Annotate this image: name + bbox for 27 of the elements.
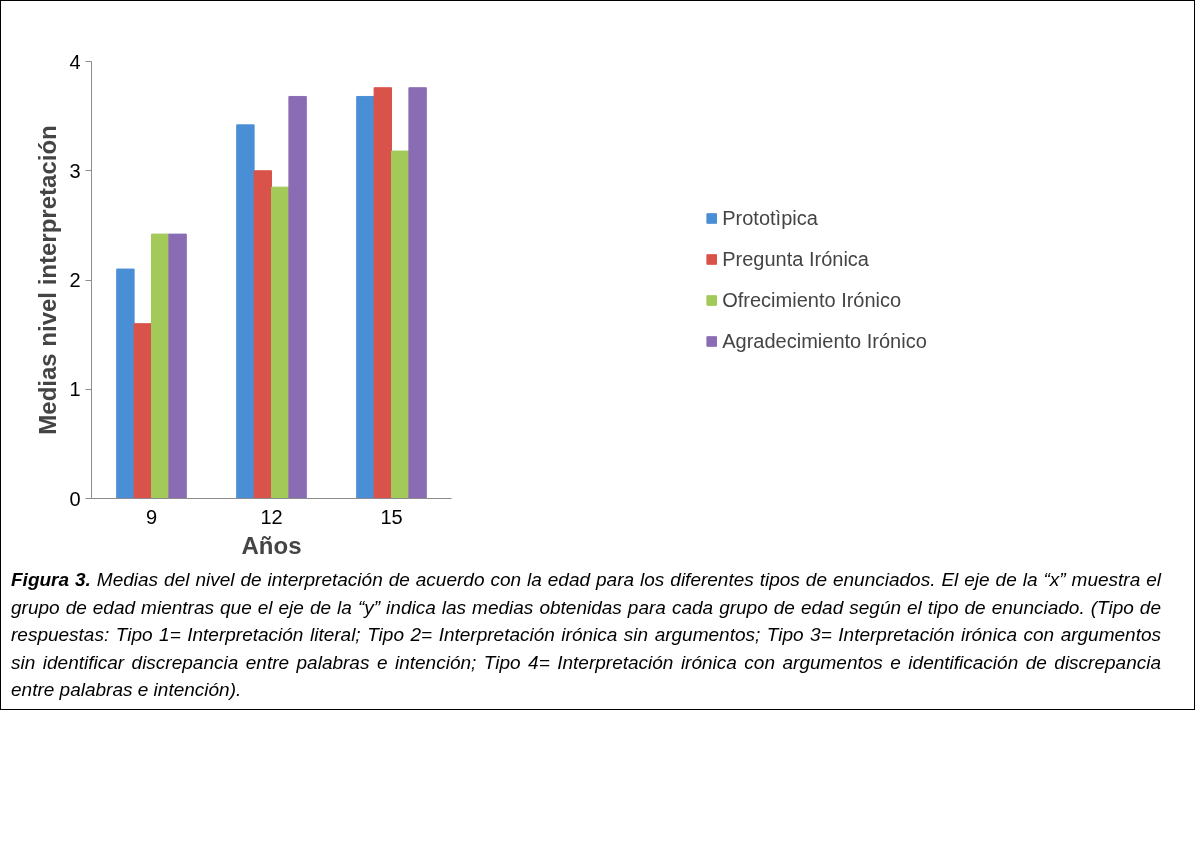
y-tick-label: 2: [69, 269, 81, 291]
bar: [408, 87, 427, 499]
legend-label: Ofrecimiento Irónico: [722, 288, 902, 312]
bar: [133, 323, 152, 499]
legend-label: Prototìpica: [722, 206, 818, 230]
x-tick-label: 9: [145, 505, 158, 528]
bar: [116, 268, 135, 499]
bar: [271, 186, 290, 499]
legend-label: Agradecimiento Irónico: [722, 329, 927, 353]
x-axis-title: Años: [241, 531, 302, 559]
y-axis-title: Medias nivel interpretación: [34, 125, 62, 435]
bar: [373, 87, 392, 499]
x-tick-label: 12: [260, 505, 283, 528]
x-tick-label: 15: [380, 505, 403, 528]
bar: [236, 124, 255, 499]
bar: [168, 233, 187, 499]
bar: [356, 95, 375, 499]
text: Figura 3.: [11, 569, 91, 590]
y-tick-label: 1: [69, 378, 81, 401]
y-tick-label: 4: [69, 50, 81, 73]
y-tick-label: 0: [69, 487, 81, 510]
bar: [253, 170, 272, 499]
y-tick-label: 3: [69, 159, 81, 182]
legend-label: Pregunta Irónica: [722, 247, 869, 271]
bar: [151, 233, 170, 499]
bar: [288, 95, 307, 499]
bar: [391, 150, 410, 499]
